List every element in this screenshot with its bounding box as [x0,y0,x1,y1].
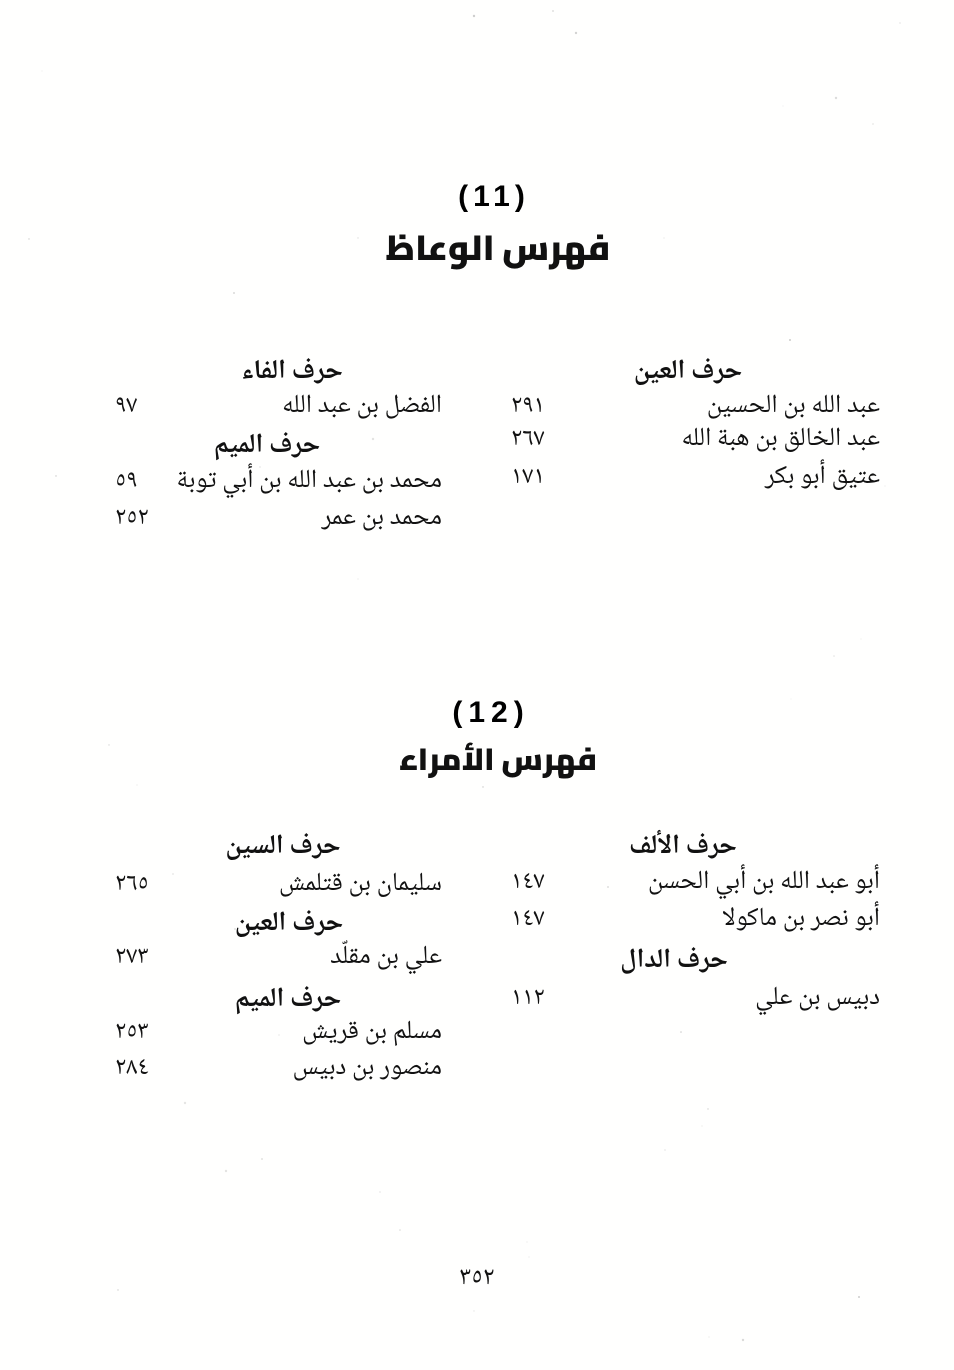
svg-text:(11): (11) [458,180,530,213]
svg-text:(12): (12) [452,696,529,729]
